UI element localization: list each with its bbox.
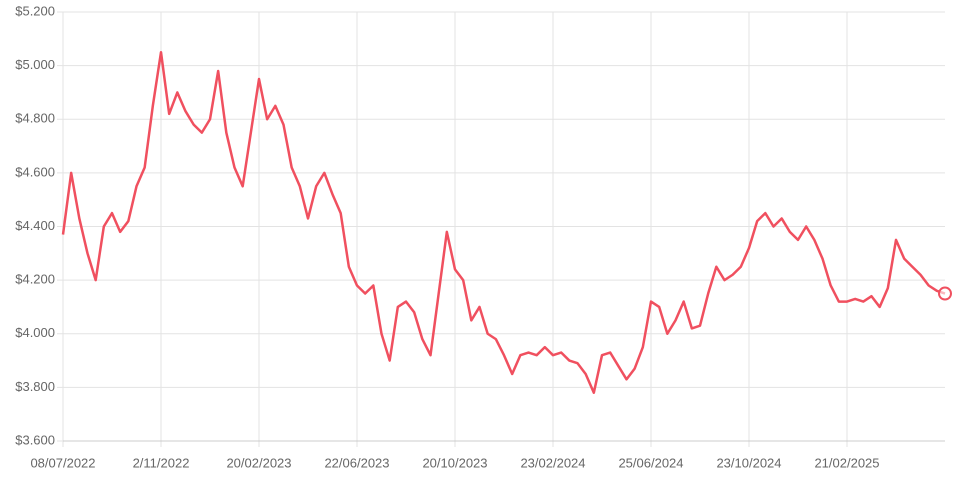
- y-tick-label: $4.400: [15, 218, 55, 233]
- y-tick-label: $3.600: [15, 432, 55, 447]
- x-tick-label: 21/02/2025: [814, 455, 879, 470]
- x-tick-label: 08/07/2022: [30, 455, 95, 470]
- x-tick-label: 25/06/2024: [618, 455, 683, 470]
- y-tick-label: $4.800: [15, 111, 55, 126]
- x-tick-label: 23/10/2024: [716, 455, 781, 470]
- y-tick-label: $4.200: [15, 272, 55, 287]
- y-tick-label: $4.600: [15, 164, 55, 179]
- x-tick-label: 23/02/2024: [520, 455, 585, 470]
- x-tick-label: 20/02/2023: [226, 455, 291, 470]
- x-tick-label: 2/11/2022: [133, 455, 190, 470]
- x-tick-label: 22/06/2023: [324, 455, 389, 470]
- y-tick-label: $4.000: [15, 325, 55, 340]
- price-line: [61, 50, 946, 394]
- y-tick-label: $5.200: [15, 3, 55, 18]
- x-tick-label: 20/10/2023: [422, 455, 487, 470]
- y-tick-label: $3.800: [15, 379, 55, 394]
- y-tick-label: $5.000: [15, 57, 55, 72]
- end-marker: [938, 286, 952, 301]
